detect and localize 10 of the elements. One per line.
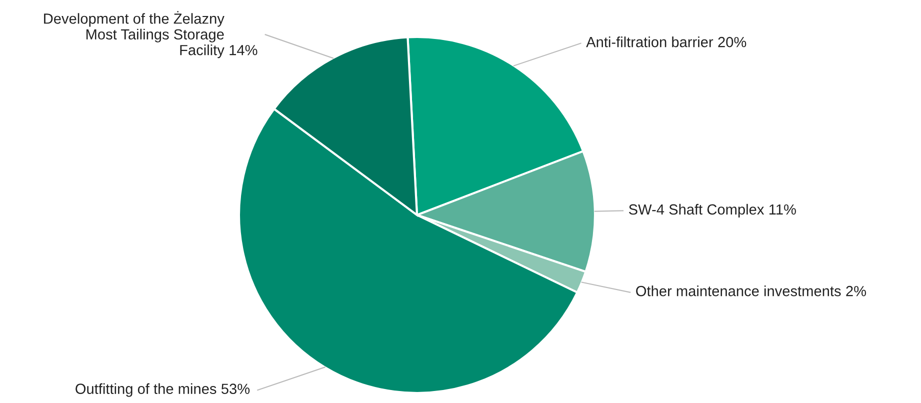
data-label: 11% <box>769 204 796 215</box>
slice-label: Development of the Żelazny Most Tailings Storage Facility <box>44 11 224 58</box>
data-label: 14% <box>230 44 258 56</box>
data-label: 20% <box>718 36 746 48</box>
slice-label: Outfitting of the mines <box>76 383 216 397</box>
slice-label: Other maintenance investments <box>636 286 841 296</box>
slice-label: Anti-filtration barrier <box>586 36 714 48</box>
data-label: 53% <box>221 384 250 394</box>
slice-label: SW-4 Shaft Complex <box>628 204 764 218</box>
data-label: 2% <box>846 286 866 296</box>
